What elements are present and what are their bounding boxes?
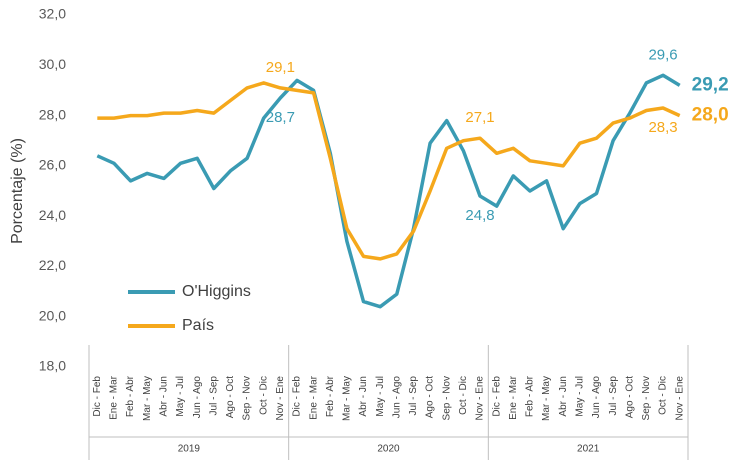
x-tick-label: Oct - Dic: [258, 376, 269, 415]
x-tick-label: Feb - Abr: [125, 375, 136, 417]
group-label: 2020: [377, 444, 400, 455]
y-tick-label: 30,0: [39, 56, 66, 72]
group-label: 2019: [178, 444, 201, 455]
x-tick-label: Sep - Nov: [441, 376, 452, 420]
x-tick-label: Oct - Dic: [458, 376, 469, 415]
y-axis-label: Porcentaje (%): [9, 138, 26, 244]
y-tick-label: 18,0: [39, 358, 66, 374]
x-tick-label: Mar - May: [142, 376, 153, 421]
x-tick-label: Jun - Ago: [391, 376, 402, 419]
x-tick-label: Feb - Abr: [525, 375, 536, 417]
value-label: 28,7: [266, 109, 295, 126]
x-tick-label: Ene - Mar: [308, 375, 319, 420]
x-tick-label: Jul - Sep: [208, 376, 219, 416]
x-tick-label: Ago - Oct: [425, 376, 436, 418]
x-tick-label: Ene - Mar: [109, 375, 120, 420]
x-tick-label: Sep - Nov: [641, 376, 652, 420]
legend-label: País: [182, 317, 214, 334]
y-tick-label: 32,0: [39, 6, 66, 22]
x-tick-label: Abr - Jun: [358, 376, 369, 417]
x-tick-label: Dic - Feb: [92, 376, 103, 417]
series-line: [96, 73, 681, 309]
value-label: 27,1: [465, 109, 494, 126]
x-tick-label: Oct - Dic: [658, 376, 669, 415]
x-tick-label: Nov - Ene: [475, 376, 486, 421]
y-tick-label: 26,0: [39, 157, 66, 173]
value-label: 29,1: [266, 59, 295, 76]
x-tick-label: May - Jul: [574, 376, 585, 417]
group-label: 2021: [577, 444, 600, 455]
x-tick-label: Sep - Nov: [242, 376, 253, 420]
x-tick-label: Ene - Mar: [508, 375, 519, 420]
x-tick-label: May - Jul: [375, 376, 386, 417]
x-tick-label: Feb - Abr: [325, 375, 336, 417]
y-tick-label: 28,0: [39, 106, 66, 122]
x-tick-label: Mar - May: [342, 376, 353, 421]
series-line: [97, 81, 681, 261]
x-tick-label: Jul - Sep: [608, 376, 619, 416]
y-tick-label: 22,0: [39, 257, 66, 273]
end-value-label: 29,2: [692, 74, 729, 95]
x-tick-label: Abr - Jun: [558, 376, 569, 417]
x-tick-label: Ago - Oct: [225, 376, 236, 418]
x-tick-label: Abr - Jun: [159, 376, 170, 417]
value-label: 28,3: [648, 119, 677, 136]
value-label: 29,6: [648, 46, 677, 63]
end-value-label: 28,0: [692, 105, 729, 126]
x-tick-label: Dic - Feb: [292, 376, 303, 417]
x-tick-label: Nov - Ene: [674, 376, 685, 421]
x-tick-label: Nov - Ene: [275, 376, 286, 421]
y-tick-label: 20,0: [39, 307, 66, 323]
x-tick-label: May - Jul: [175, 376, 186, 417]
x-tick-label: Jul - Sep: [408, 376, 419, 416]
value-label: 24,8: [465, 207, 494, 224]
y-tick-label: 24,0: [39, 207, 66, 223]
x-tick-label: Ago - Oct: [624, 376, 635, 418]
x-tick-label: Jun - Ago: [192, 376, 203, 419]
x-tick-label: Mar - May: [541, 376, 552, 421]
legend-label: O'Higgins: [182, 283, 251, 300]
x-tick-label: Dic - Feb: [491, 376, 502, 417]
x-tick-label: Jun - Ago: [591, 376, 602, 419]
